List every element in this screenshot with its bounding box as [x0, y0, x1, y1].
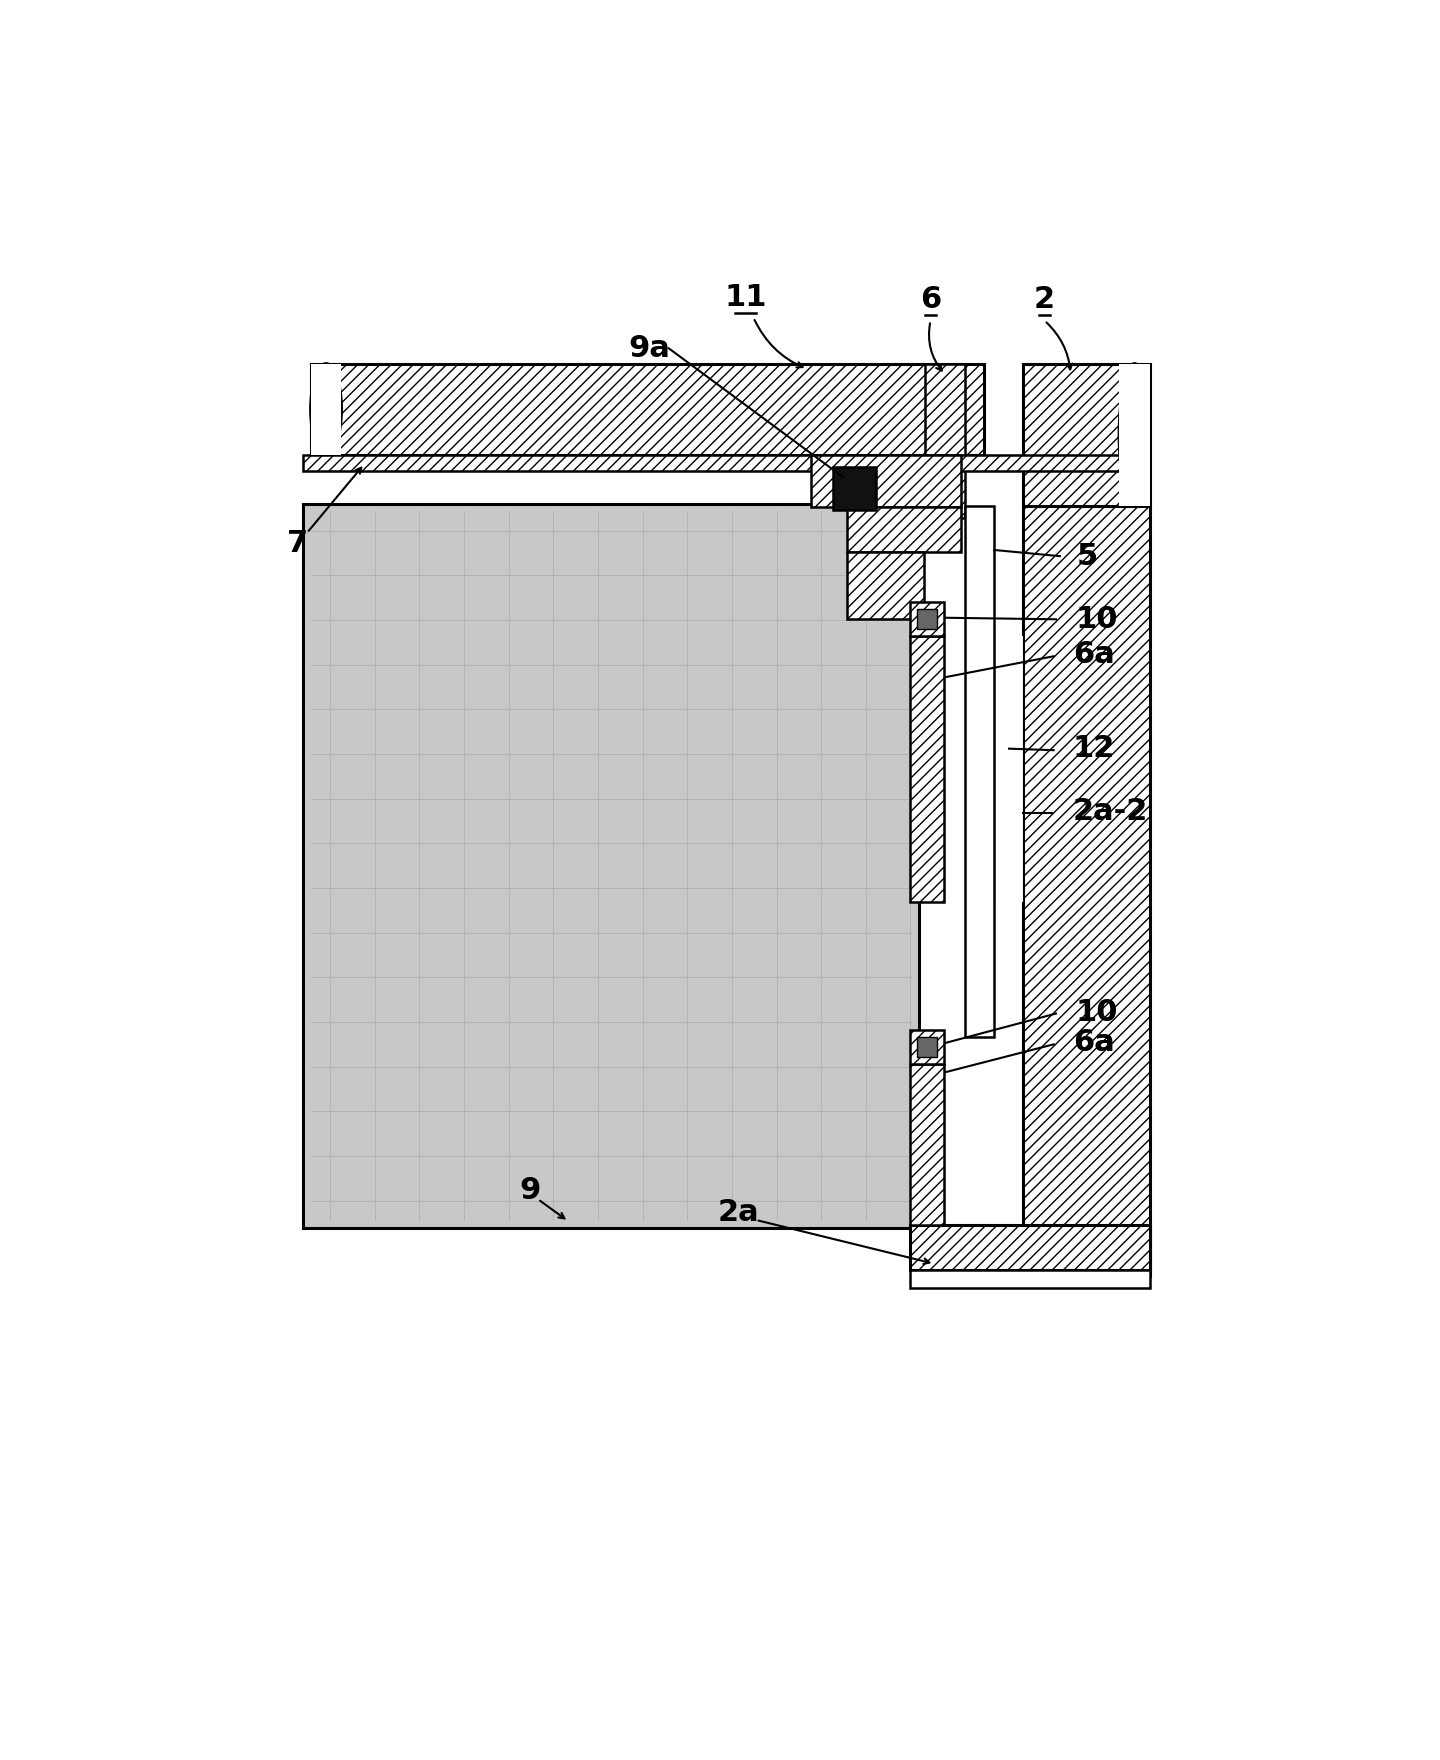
- Bar: [910, 1271, 1151, 1288]
- Bar: [910, 1225, 1151, 1271]
- Text: 10: 10: [1076, 605, 1117, 634]
- Ellipse shape: [1119, 364, 1151, 507]
- Bar: [811, 454, 962, 507]
- Text: 9: 9: [520, 1176, 541, 1206]
- Bar: [917, 609, 936, 630]
- Text: 2a: 2a: [717, 1199, 759, 1227]
- Bar: [847, 551, 924, 620]
- Text: 9a: 9a: [628, 334, 671, 363]
- Text: 2a-2: 2a-2: [1073, 797, 1148, 825]
- Bar: [832, 466, 876, 510]
- Bar: [917, 1037, 936, 1056]
- Text: 6a: 6a: [1073, 641, 1115, 669]
- Bar: [847, 507, 962, 551]
- Bar: [302, 454, 946, 472]
- Bar: [311, 364, 341, 454]
- Bar: [910, 635, 943, 901]
- Bar: [924, 364, 965, 517]
- Bar: [1119, 364, 1151, 507]
- Text: 10: 10: [1076, 998, 1117, 1026]
- Bar: [1022, 364, 1151, 507]
- Text: 11: 11: [724, 283, 768, 312]
- Bar: [924, 454, 1151, 472]
- Text: 7: 7: [287, 530, 308, 558]
- Bar: [1022, 507, 1151, 1276]
- Bar: [302, 503, 919, 1227]
- Bar: [995, 635, 1022, 901]
- Ellipse shape: [311, 364, 341, 454]
- Text: 12: 12: [1073, 734, 1116, 764]
- Text: 6: 6: [920, 285, 942, 315]
- Bar: [910, 602, 943, 637]
- Bar: [965, 507, 995, 1037]
- Bar: [910, 1063, 943, 1225]
- Bar: [311, 364, 985, 454]
- Bar: [910, 1030, 943, 1063]
- Text: 2: 2: [1034, 285, 1056, 315]
- Text: 5: 5: [1077, 542, 1099, 570]
- Text: 6a: 6a: [1073, 1028, 1115, 1058]
